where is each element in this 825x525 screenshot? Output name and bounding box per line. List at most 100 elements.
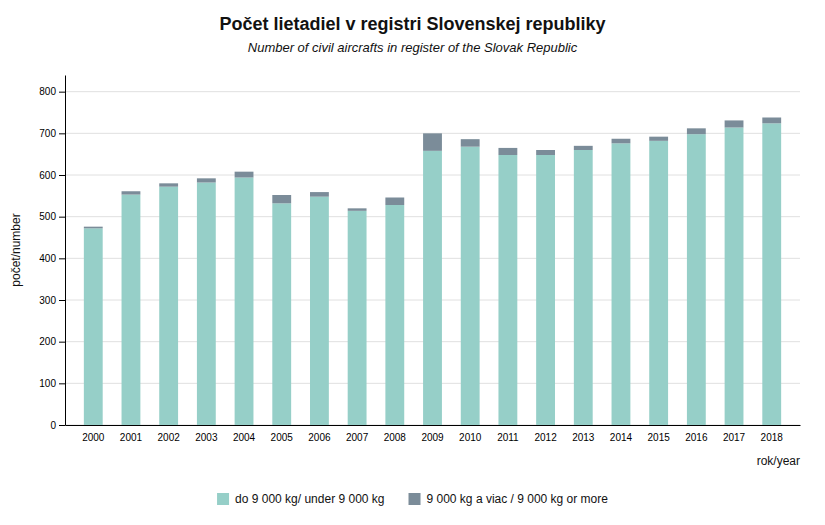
y-tick: 100 xyxy=(39,378,65,389)
y-tick-mark xyxy=(59,342,65,343)
y-tick-mark xyxy=(59,383,65,384)
x-tick: 2005 xyxy=(271,432,294,443)
legend: do 9 000 kg/ under 9 000 kg 9 000 kg a vi… xyxy=(217,492,608,506)
legend-item: do 9 000 kg/ under 9 000 kg xyxy=(217,492,384,506)
bar xyxy=(235,178,254,426)
x-axis-title: rok/year xyxy=(757,454,800,468)
y-tick: 600 xyxy=(39,170,65,181)
bar xyxy=(498,148,517,155)
x-tick-label: 2005 xyxy=(271,432,294,443)
x-tick-label: 2015 xyxy=(648,432,671,443)
legend-label: do 9 000 kg/ under 9 000 kg xyxy=(235,492,384,506)
y-tick-label: 500 xyxy=(39,211,56,222)
bar xyxy=(461,147,480,425)
bar xyxy=(159,183,178,186)
bar xyxy=(385,205,404,425)
x-tick-label: 2000 xyxy=(82,432,105,443)
x-tick-label: 2006 xyxy=(308,432,331,443)
y-tick-label: 400 xyxy=(39,253,56,264)
x-tick: 2007 xyxy=(346,432,369,443)
y-tick-label: 100 xyxy=(39,378,56,389)
grid-line xyxy=(65,91,800,92)
y-tick-mark xyxy=(59,300,65,301)
chart: Počet lietadiel v registri Slovenskej re… xyxy=(0,0,825,525)
x-tick: 2014 xyxy=(610,432,633,443)
bar xyxy=(122,191,141,194)
x-tick: 2012 xyxy=(534,432,557,443)
bar xyxy=(612,143,631,425)
y-tick-mark xyxy=(59,425,65,426)
x-tick: 2001 xyxy=(120,432,143,443)
y-axis: 0 100 200 300 400 500 600 700 800 xyxy=(39,76,65,431)
bar xyxy=(574,146,593,150)
bar xyxy=(649,141,668,425)
x-tick-label: 2014 xyxy=(610,432,633,443)
x-tick: 2016 xyxy=(685,432,708,443)
x-tick: 2015 xyxy=(648,432,671,443)
bar xyxy=(385,198,404,206)
x-tick-label: 2004 xyxy=(233,432,256,443)
x-tick-label: 2018 xyxy=(761,432,784,443)
bar xyxy=(122,195,141,425)
y-tick-label: 800 xyxy=(39,86,56,97)
x-tick-label: 2008 xyxy=(384,432,407,443)
legend-label: 9 000 kg a viac / 9 000 kg or more xyxy=(427,492,609,506)
y-tick-mark xyxy=(59,133,65,134)
bar xyxy=(159,187,178,425)
y-axis-title: počet/number xyxy=(9,213,23,286)
legend-swatch xyxy=(409,493,421,505)
bars xyxy=(84,118,781,426)
x-axis-line xyxy=(66,425,801,426)
bar xyxy=(310,197,329,425)
y-tick-label: 200 xyxy=(39,336,56,347)
bar xyxy=(536,155,555,425)
x-tick: 2013 xyxy=(572,432,595,443)
x-tick: 2011 xyxy=(497,432,519,443)
y-axis-line xyxy=(65,76,66,426)
y-tick: 0 xyxy=(50,420,65,431)
bar xyxy=(197,178,216,182)
title: Počet lietadiel v registri Slovenskej re… xyxy=(219,14,605,34)
x-tick-label: 2016 xyxy=(685,432,708,443)
bar xyxy=(310,192,329,197)
x-tick: 2006 xyxy=(308,432,331,443)
bar xyxy=(498,155,517,425)
y-tick: 400 xyxy=(39,253,65,264)
bar xyxy=(762,118,781,124)
bar xyxy=(272,203,291,425)
y-tick-label: 600 xyxy=(39,170,56,181)
bar xyxy=(687,128,706,134)
bar-series xyxy=(84,123,781,425)
x-tick: 2017 xyxy=(723,432,746,443)
y-tick-label: 300 xyxy=(39,295,56,306)
x-axis: 2000 2001 2002 2003 2004 2005 2006 2007 2008 2009… xyxy=(66,426,801,444)
y-tick: 500 xyxy=(39,211,65,222)
x-tick-label: 2009 xyxy=(421,432,444,443)
bar xyxy=(762,123,781,425)
x-tick-label: 2011 xyxy=(497,432,519,443)
bar xyxy=(84,227,103,229)
bar-series xyxy=(84,118,781,229)
bar xyxy=(687,134,706,425)
bar xyxy=(423,151,442,425)
x-tick-label: 2002 xyxy=(158,432,181,443)
bar xyxy=(536,150,555,155)
x-tick: 2002 xyxy=(158,432,181,443)
x-tick-label: 2003 xyxy=(195,432,218,443)
x-tick: 2010 xyxy=(459,432,482,443)
bar xyxy=(423,133,442,151)
y-tick-mark xyxy=(59,175,65,176)
y-tick-label: 700 xyxy=(39,128,56,139)
bar xyxy=(235,172,254,178)
bar xyxy=(348,208,367,211)
y-tick: 200 xyxy=(39,336,65,347)
y-tick: 300 xyxy=(39,295,65,306)
x-tick-label: 2013 xyxy=(572,432,595,443)
x-tick-label: 2012 xyxy=(534,432,557,443)
legend-swatch xyxy=(217,493,229,505)
x-tick-label: 2017 xyxy=(723,432,746,443)
y-tick-mark xyxy=(59,217,65,218)
bar xyxy=(725,128,744,426)
bar xyxy=(197,183,216,426)
y-tick-mark xyxy=(59,92,65,93)
